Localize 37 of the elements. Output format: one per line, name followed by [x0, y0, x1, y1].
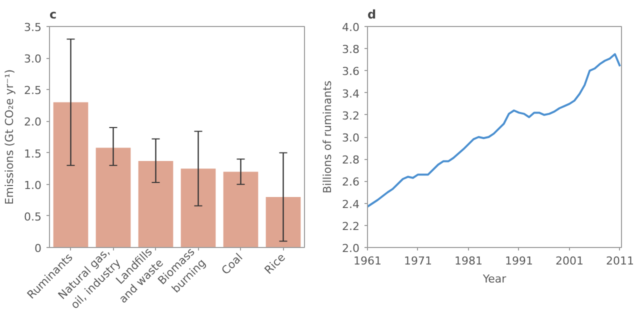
y-tick-label: 4.0 — [342, 21, 360, 34]
chart-title: d — [368, 8, 376, 22]
bar — [223, 172, 258, 248]
y-tick-label: 2.8 — [342, 154, 360, 167]
y-tick-label: 3.0 — [342, 132, 360, 144]
y-tick-label: 2.0 — [342, 242, 360, 255]
x-axis-title: Year — [482, 272, 507, 286]
y-tick-label: 2.6 — [342, 176, 360, 189]
bar — [138, 160, 174, 248]
chart-title: c — [50, 8, 57, 22]
y-tick-label: 0.5 — [24, 210, 42, 224]
y-tick-label: 3.0 — [24, 52, 42, 66]
y-tick-label: 1.0 — [24, 178, 42, 192]
y-tick-label: 3.5 — [24, 21, 42, 34]
bar — [96, 148, 131, 248]
y-tick-label: 3.2 — [342, 109, 360, 122]
y-tick-label: 3.4 — [342, 87, 360, 100]
y-tick-label: 0 — [34, 242, 42, 255]
y-tick-label: 3.8 — [342, 43, 360, 56]
x-tick-label: 1991 — [504, 254, 533, 268]
x-tick-label: 1971 — [404, 254, 432, 268]
y-tick-label: 2.0 — [24, 116, 42, 129]
x-tick-label: 2001 — [555, 254, 584, 268]
x-tick-label: 1981 — [454, 254, 482, 268]
x-tick-label: 1961 — [354, 254, 382, 268]
y-tick-label: 2.4 — [342, 198, 360, 211]
bar — [53, 102, 88, 248]
y-tick-label: 2.5 — [24, 84, 42, 98]
y-axis-title: Emissions (Gt CO₂e yr⁻¹) — [3, 69, 16, 205]
y-axis-title: Billions of ruminants — [321, 80, 334, 194]
y-tick-label: 2.2 — [342, 220, 360, 233]
bar — [180, 168, 216, 248]
y-tick-label: 1.5 — [24, 147, 42, 160]
line-series — [368, 53, 621, 208]
y-tick-label: 3.6 — [342, 65, 360, 78]
bar — [266, 196, 301, 248]
x-tick-label: 2011 — [606, 254, 634, 268]
